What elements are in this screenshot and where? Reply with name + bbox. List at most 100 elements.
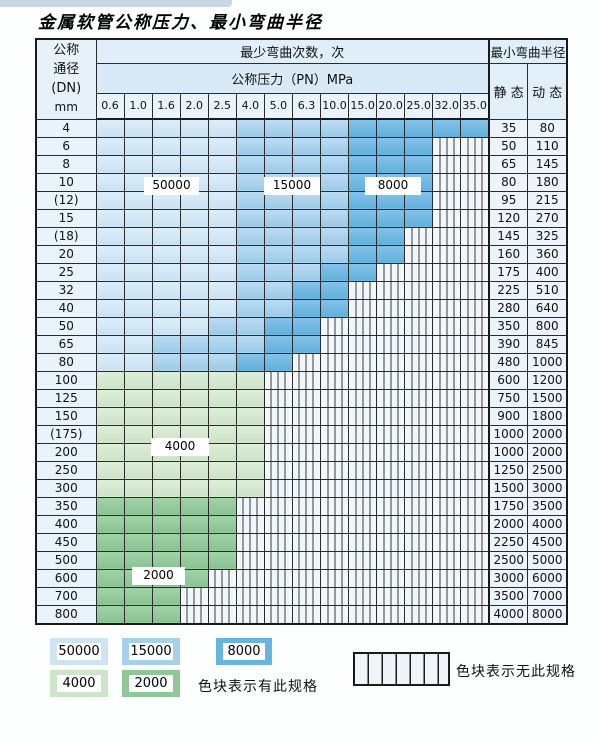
spec-cell: [235, 334, 265, 354]
spec-cell: [404, 280, 434, 300]
spec-cell: [207, 154, 237, 174]
dn-label: (12): [35, 190, 97, 210]
spec-cell: [235, 154, 265, 174]
spec-cell: [207, 496, 237, 516]
spec-cell: [404, 532, 434, 552]
static-value: 225: [487, 280, 529, 300]
spec-cell: [95, 478, 125, 498]
spec-cell: [151, 586, 181, 606]
spec-cell: [207, 604, 237, 624]
zone-label-4000: 4000: [151, 438, 209, 456]
spec-cell: [432, 496, 462, 516]
spec-cell: [291, 316, 322, 336]
table-row: 450 2250 4500: [35, 532, 568, 552]
spec-cell: [207, 244, 237, 264]
spec-cell: [348, 568, 378, 588]
spec-cell: [432, 244, 462, 264]
spec-cell: [460, 172, 490, 192]
spec-cell: [348, 208, 378, 228]
dynamic-value: 800: [527, 316, 568, 336]
spec-cell: [432, 370, 462, 390]
spec-cell: [404, 496, 434, 516]
spec-cell: [432, 298, 462, 318]
table-row: 50 350 800: [35, 316, 568, 336]
spec-cell: [404, 334, 434, 354]
dynamic-value: 4500: [527, 532, 568, 552]
spec-cell: [263, 244, 293, 264]
spec-cell: [263, 442, 293, 462]
spec-cell: [207, 460, 237, 480]
spec-cell: [95, 172, 125, 192]
spec-cell: [432, 586, 462, 606]
dn-label: 500: [35, 550, 97, 570]
spec-cell: [95, 262, 125, 282]
spec-cell: [291, 460, 322, 480]
static-value: 1250: [487, 460, 529, 480]
static-value: 390: [487, 334, 529, 354]
spec-cell: [207, 226, 237, 246]
spec-cell: [376, 208, 406, 228]
spec-cell: [319, 604, 350, 624]
spec-cell: [235, 190, 265, 210]
spec-cell: [348, 118, 378, 138]
spec-cell: [376, 532, 406, 552]
dynamic-value: 215: [527, 190, 568, 210]
legend-swatch-8000: 8000: [216, 638, 272, 665]
spec-cell: [404, 460, 434, 480]
spec-cell: [376, 604, 406, 624]
spec-cell: [376, 334, 406, 354]
spec-cell: [376, 136, 406, 156]
spec-cell: [460, 280, 490, 300]
spec-cell: [179, 604, 209, 624]
spec-cell: [319, 496, 350, 516]
spec-cell: [207, 532, 237, 552]
spec-cell: [376, 244, 406, 264]
table-body: 4 35 80 6 50 110 8 65 145 10 80 180 (12) 95 215 15 120 27…: [35, 118, 568, 624]
dynamic-value: 3000: [527, 478, 568, 498]
spec-cell: [95, 226, 125, 246]
static-column-header: 静 态: [487, 62, 529, 120]
spec-cell: [263, 226, 293, 246]
spec-cell: [319, 478, 350, 498]
spec-cell: [404, 604, 434, 624]
spec-cell: [179, 334, 209, 354]
spec-cell: [376, 586, 406, 606]
spec-cell: [432, 406, 462, 426]
dn-label: 4: [35, 118, 97, 138]
spec-cell: [376, 496, 406, 516]
spec-cell: [291, 586, 322, 606]
spec-cell: [151, 460, 181, 480]
spec-cell: [291, 226, 322, 246]
spec-cell: [123, 154, 153, 174]
spec-cell: [319, 550, 350, 570]
static-value: 2000: [487, 514, 529, 534]
dn-label: 80: [35, 352, 97, 372]
spec-cell: [460, 352, 490, 372]
table-row: (175) 1000 2000: [35, 424, 568, 444]
spec-cell: [207, 388, 237, 408]
dynamic-value: 7000: [527, 586, 568, 606]
spec-cell: [235, 262, 265, 282]
dynamic-value: 80: [527, 118, 568, 138]
spec-cell: [235, 388, 265, 408]
static-value: 750: [487, 388, 529, 408]
spec-cell: [376, 478, 406, 498]
static-value: 160: [487, 244, 529, 264]
legend-swatch-2000: 2000: [122, 670, 180, 697]
spec-cell: [432, 460, 462, 480]
spec-cell: [319, 262, 350, 282]
spec-cell: [151, 388, 181, 408]
spec-cell: [291, 514, 322, 534]
static-value: 35: [487, 118, 529, 138]
zone-label-8000: 8000: [365, 177, 421, 195]
spec-cell: [291, 532, 322, 552]
spec-cell: [95, 352, 125, 372]
spec-cell: [123, 334, 153, 354]
spec-cell: [207, 172, 237, 192]
spec-cell: [207, 352, 237, 372]
bend-radius-header: 最小弯曲半径: [487, 38, 568, 64]
spec-cell: [95, 118, 125, 138]
spec-cell: [348, 298, 378, 318]
spec-cell: [291, 406, 322, 426]
spec-cell: [348, 262, 378, 282]
